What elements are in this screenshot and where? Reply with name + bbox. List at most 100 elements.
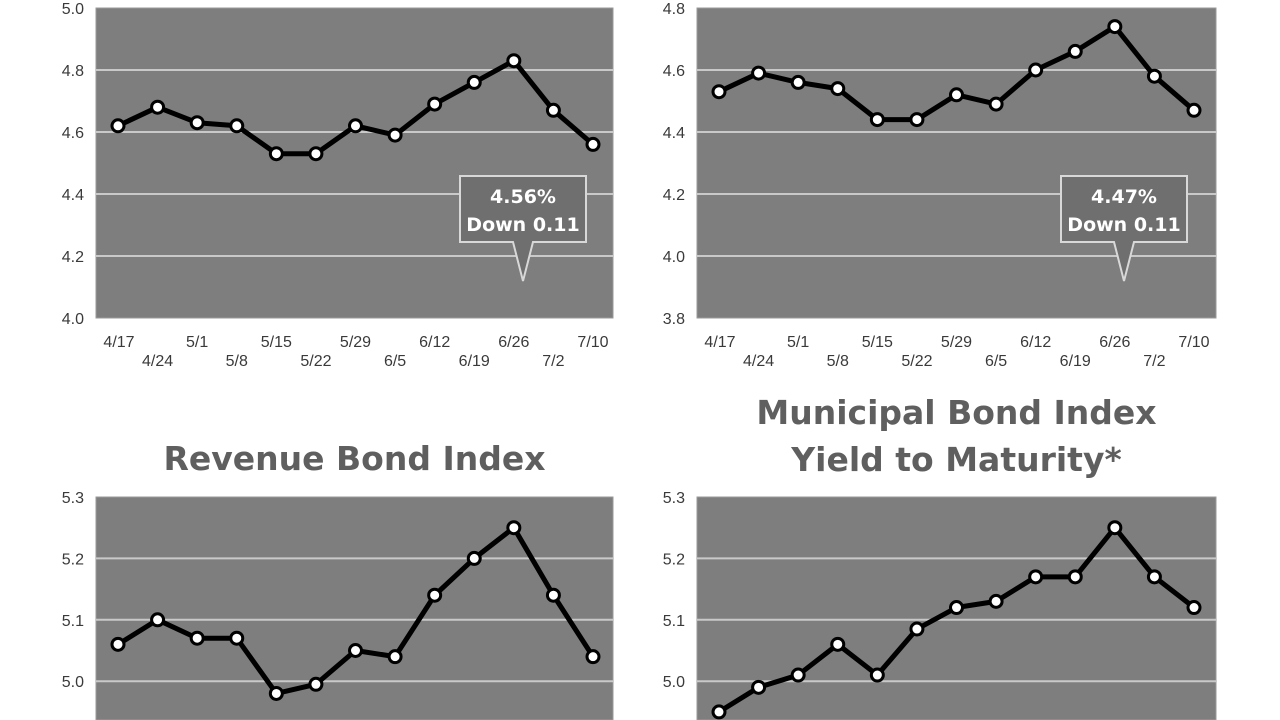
callout-change: Down 0.11 — [466, 214, 579, 236]
data-point — [308, 146, 324, 162]
chart-title-line: Revenue Bond Index — [163, 439, 545, 478]
data-point — [949, 600, 964, 616]
x-tick-label: 5/15 — [862, 334, 893, 351]
y-tick-label: 4.8 — [62, 63, 84, 80]
data-point — [869, 667, 885, 683]
chart-title-line: Yield to Maturity* — [790, 440, 1121, 479]
y-tick-label: 5.2 — [663, 551, 685, 568]
data-point — [1186, 102, 1202, 118]
y-tick-label: 4.8 — [663, 1, 685, 18]
data-point — [751, 65, 767, 81]
series-group — [110, 53, 601, 162]
plot-area — [95, 496, 614, 720]
callout-change: Down 0.11 — [1067, 214, 1180, 236]
data-point — [711, 84, 727, 100]
x-tick-label: 5/29 — [340, 334, 371, 351]
data-point — [869, 112, 885, 128]
data-point — [909, 112, 925, 128]
series-group — [711, 19, 1202, 128]
chart-panel-4: Municipal Bond Index Yield to Maturity* 5.… — [663, 393, 1217, 720]
latest-value-callout: 4.47% Down 0.11 — [1060, 175, 1188, 282]
callout-shape — [1060, 175, 1188, 282]
x-tick-label: 6/12 — [419, 334, 450, 351]
data-point — [387, 127, 403, 143]
data-point — [988, 96, 1004, 112]
series-group — [110, 520, 601, 701]
latest-value-callout: 4.56% Down 0.11 — [459, 175, 587, 282]
data-point — [545, 102, 561, 118]
data-point — [830, 81, 846, 97]
data-point — [506, 53, 522, 69]
callout-shape — [459, 175, 587, 282]
y-tick-label: 4.2 — [663, 187, 685, 204]
data-point — [308, 676, 324, 692]
x-tick-label: 5/15 — [261, 334, 292, 351]
x-tick-label: 4/24 — [743, 353, 774, 370]
data-point — [1146, 68, 1162, 84]
x-tick-label: 6/5 — [384, 353, 406, 370]
data-point — [150, 612, 166, 628]
series-group — [711, 520, 1202, 720]
callout-value: 4.56% — [490, 186, 556, 208]
data-point — [830, 636, 846, 652]
data-point — [711, 704, 727, 720]
data-point — [1028, 62, 1044, 78]
x-tick-label: 7/10 — [1178, 334, 1209, 351]
x-tick-label: 6/26 — [1099, 334, 1130, 351]
data-point — [949, 87, 964, 103]
x-tick-label: 6/12 — [1020, 334, 1051, 351]
chart-title-line: Municipal Bond Index — [756, 393, 1156, 432]
plot-area — [696, 7, 1217, 319]
callout-value: 4.47% — [1091, 186, 1157, 208]
x-tick-label: 5/1 — [186, 334, 208, 351]
x-tick-label: 5/8 — [226, 353, 248, 370]
x-tick-label: 6/19 — [459, 353, 490, 370]
y-tick-label: 5.3 — [62, 490, 84, 507]
data-point — [909, 621, 925, 637]
data-point — [466, 550, 482, 566]
data-point — [1107, 520, 1123, 536]
y-tick-label: 5.0 — [62, 1, 84, 18]
chart-panel-2: 3.8 4.0 4.2 4.4 4.6 4.8 4/17 4/24 5/1 5/8 5/15 5/22… — [663, 1, 1217, 370]
y-tick-label: 5.0 — [62, 674, 84, 691]
chart-panel-1: 4.0 4.2 4.4 4.6 4.8 5.0 4/17 4/24 5/1 5/8 5/15 5/22… — [62, 1, 614, 370]
data-point — [545, 587, 561, 603]
x-tick-label: 4/17 — [704, 334, 735, 351]
y-tick-label: 4.4 — [663, 125, 685, 142]
x-tick-label: 5/22 — [901, 353, 932, 370]
data-point — [268, 146, 284, 162]
y-tick-label: 4.6 — [663, 63, 685, 80]
x-tick-label: 5/29 — [941, 334, 972, 351]
y-tick-label: 4.2 — [62, 249, 84, 266]
data-point — [585, 136, 601, 152]
x-tick-label: 6/19 — [1060, 353, 1091, 370]
chart-panel-3: Revenue Bond Index4.95.05.15.25.3 — [62, 439, 614, 720]
data-point — [1028, 569, 1044, 585]
y-tick-label: 4.0 — [62, 311, 84, 328]
y-tick-label: 5.0 — [663, 674, 685, 691]
data-point — [229, 630, 245, 646]
x-tick-label: 6/5 — [985, 353, 1007, 370]
y-tick-label: 5.3 — [663, 490, 685, 507]
data-point — [110, 118, 126, 134]
y-tick-label: 4.4 — [62, 187, 84, 204]
plot-area — [95, 7, 614, 319]
data-point — [150, 99, 166, 115]
data-point — [988, 593, 1004, 609]
y-tick-label: 3.8 — [663, 311, 685, 328]
data-point — [229, 118, 245, 134]
x-tick-label: 7/2 — [542, 353, 564, 370]
data-point — [189, 630, 205, 646]
data-point — [427, 96, 443, 112]
x-tick-label: 7/10 — [577, 334, 608, 351]
x-tick-label: 6/26 — [498, 334, 529, 351]
y-tick-label: 4.6 — [62, 125, 84, 142]
data-point — [1067, 569, 1083, 585]
data-point — [110, 636, 126, 652]
data-point — [427, 587, 443, 603]
data-point — [348, 643, 363, 658]
x-tick-label: 7/2 — [1143, 353, 1165, 370]
x-tick-label: 4/17 — [103, 334, 134, 351]
data-point — [466, 74, 482, 90]
